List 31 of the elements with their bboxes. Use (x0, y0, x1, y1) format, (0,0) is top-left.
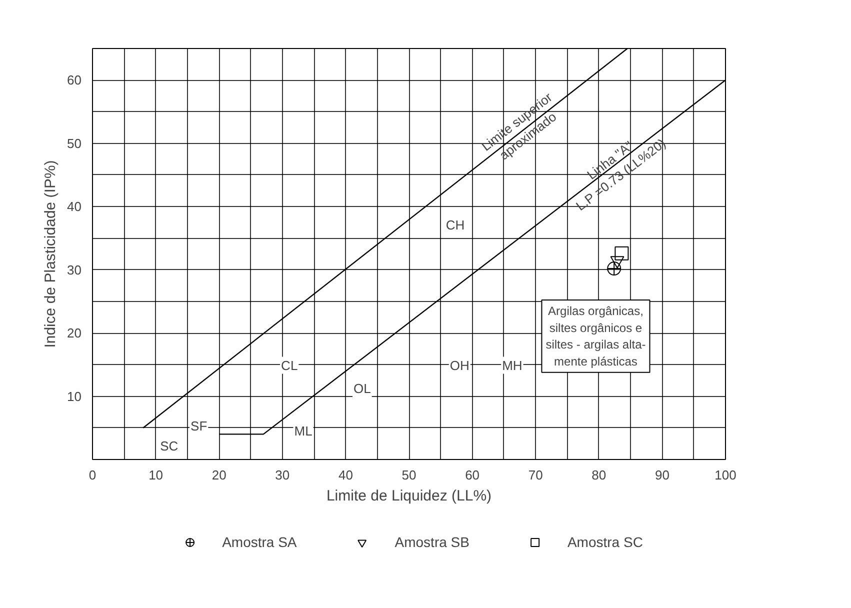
y-tick-label: 50 (67, 136, 82, 151)
annotation: OL (353, 381, 371, 396)
annotation: CL (281, 358, 298, 373)
x-tick-label: 100 (714, 468, 736, 482)
x-tick-label: 0 (88, 468, 96, 482)
y-tick-label: 30 (67, 262, 82, 278)
x-tick-label: 60 (465, 468, 480, 482)
x-tick-label: 40 (338, 468, 353, 482)
x-tick-label: 10 (148, 468, 164, 482)
x-tick-label: 90 (654, 468, 670, 482)
x-tick-label: 80 (592, 468, 606, 482)
x-tick-label: 30 (275, 468, 290, 482)
annotation: CH (446, 217, 465, 232)
annotation: OH (450, 358, 470, 373)
x-axis-title: Limite de Liquidez (LL%) (326, 488, 492, 504)
y-tick-label: 10 (67, 388, 82, 404)
annotation: Argilas orgânicas, siltes orgânicos e siltes - argilas alta- mente plásticas (546, 304, 646, 368)
y-tick-label: 40 (67, 199, 82, 214)
annotation: SC (160, 438, 178, 454)
y-axis-title: Indice de Plasticidade (IP%) (42, 160, 60, 348)
annotation: MH (502, 358, 522, 373)
legend-label: Amostra SA (222, 534, 297, 550)
y-tick-label: 20 (67, 326, 82, 341)
annotation: ML (294, 424, 312, 439)
annotation: SF (190, 418, 208, 434)
x-tick-label: 50 (402, 468, 416, 482)
legend-label: Amostra SC (567, 534, 643, 550)
x-tick-label: 20 (212, 468, 226, 482)
y-tick-label: 60 (67, 72, 82, 88)
legend-label: Amostra SB (394, 534, 470, 550)
x-tick-label: 70 (528, 468, 543, 482)
